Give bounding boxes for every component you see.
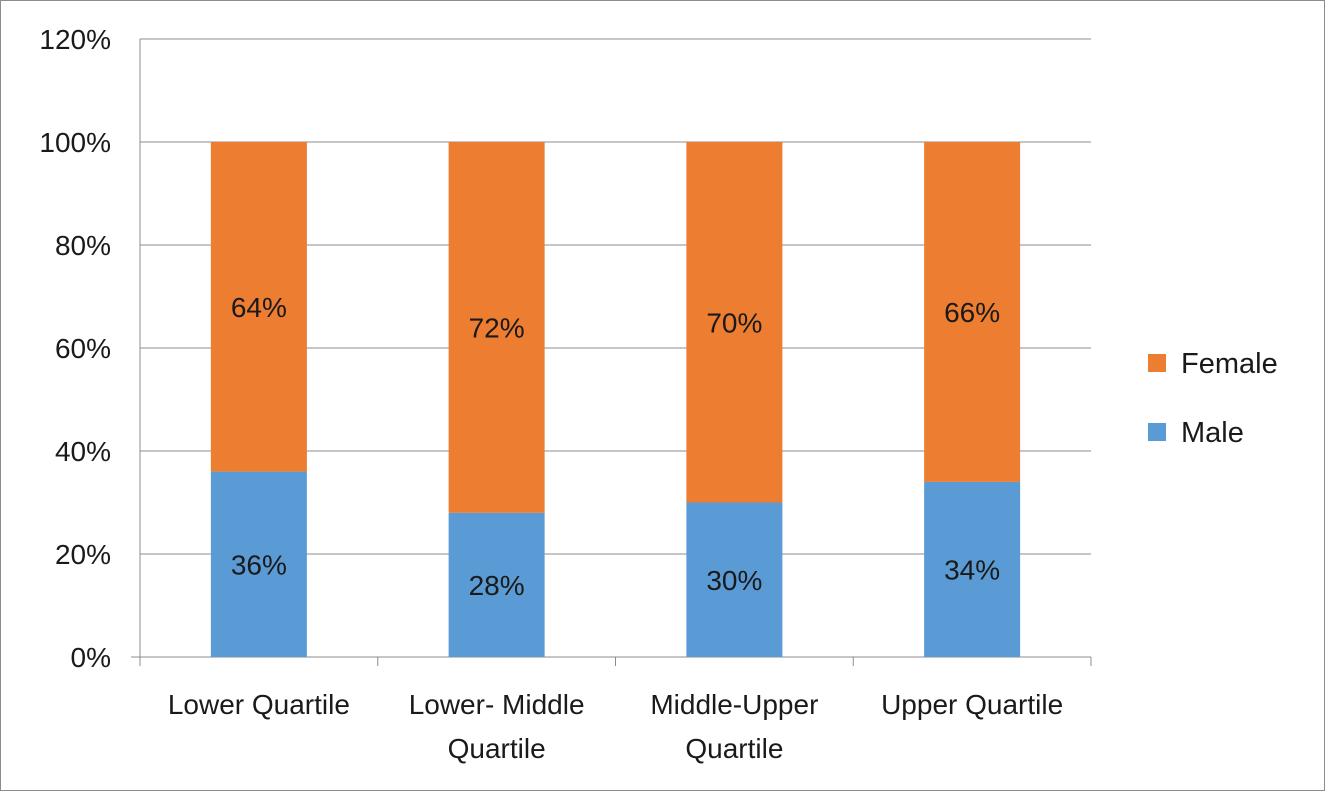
y-tick-label: 60% [55,333,111,364]
x-category-label: Quartile [685,733,783,764]
data-label-male: 30% [706,565,762,596]
bar-male[interactable] [924,481,1021,657]
y-tick-label: 0% [71,642,111,673]
data-label-male: 36% [231,549,287,580]
bar-female[interactable] [448,142,545,513]
y-tick-label: 40% [55,436,111,467]
x-category-label: Upper Quartile [881,689,1063,720]
x-category-label: Middle-Upper [650,689,818,720]
x-category-label: Lower Quartile [168,689,350,720]
y-tick-label: 20% [55,539,111,570]
legend-label-male: Male [1181,417,1244,449]
bar-female[interactable] [210,142,307,472]
y-tick-label: 120% [39,24,111,55]
y-tick-label: 100% [39,127,111,158]
bar-male[interactable] [448,512,545,657]
x-category-label: Quartile [448,733,546,764]
bar-female[interactable] [686,142,783,503]
data-label-male: 28% [469,570,525,601]
data-label-female: 70% [706,307,762,338]
y-tick-label: 80% [55,230,111,261]
data-label-female: 72% [469,312,525,343]
legend-swatch-male [1148,423,1166,441]
bar-male[interactable] [686,502,783,658]
legend-swatch-female [1148,354,1166,372]
data-label-female: 66% [944,297,1000,328]
legend-label-female: Female [1181,348,1278,380]
bar-male[interactable] [210,471,307,657]
data-label-male: 34% [944,554,1000,585]
x-category-label: Lower- Middle [409,689,585,720]
data-label-female: 64% [231,292,287,323]
bar-female[interactable] [924,142,1021,482]
